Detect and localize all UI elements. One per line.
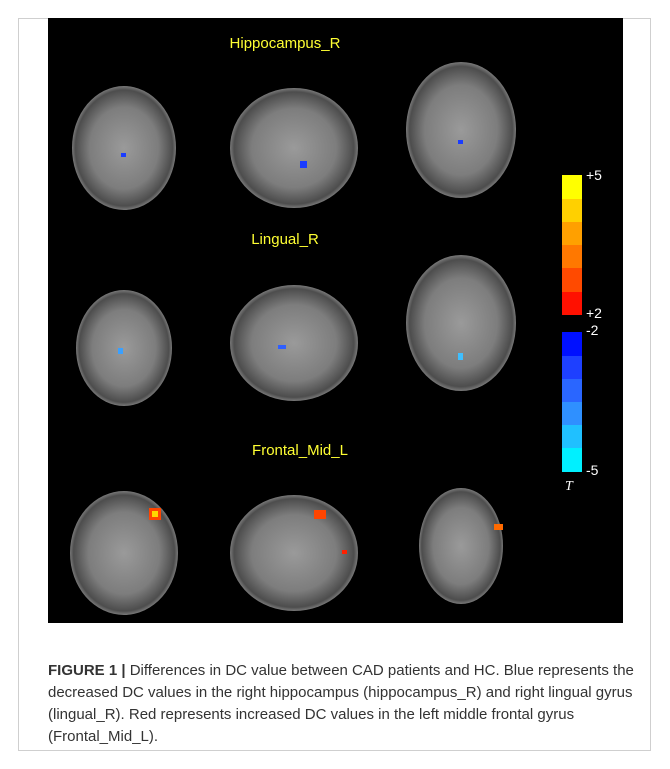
- axial-slice: [406, 62, 516, 198]
- colorbar-step: [562, 199, 582, 222]
- colorbar-step: [562, 222, 582, 245]
- blob: [300, 161, 307, 168]
- colorbar-step: [562, 448, 582, 472]
- blob: [458, 140, 463, 144]
- blob: [458, 353, 463, 360]
- caption: FIGURE 1 | Differences in DC value betwe…: [48, 660, 638, 748]
- colorbar-step: [562, 175, 582, 199]
- axial-slice: [406, 255, 516, 391]
- sagittal-slice: [230, 495, 358, 611]
- colorbar-step: [562, 332, 582, 356]
- blob: [494, 524, 503, 530]
- blob: [152, 511, 158, 517]
- blob: [278, 345, 286, 349]
- sagittal-slice: [230, 285, 358, 401]
- coronal-slice: [70, 491, 178, 615]
- colorbar-label: +2: [586, 305, 602, 321]
- colorbar-step: [562, 292, 582, 315]
- colorbar-step: [562, 268, 582, 292]
- colorbar-step: [562, 356, 582, 379]
- brain-images: [70, 62, 516, 615]
- caption-label: FIGURE 1 |: [48, 662, 126, 679]
- panel-label: Hippocampus_R: [230, 35, 341, 52]
- panel-label: Frontal_Mid_L: [252, 442, 348, 459]
- blob: [314, 510, 326, 519]
- blob: [121, 153, 126, 157]
- caption-text: Differences in DC value between CAD pati…: [48, 662, 634, 745]
- colorbar-label: +5: [586, 167, 602, 183]
- panel-label: Lingual_R: [251, 231, 319, 248]
- sagittal-slice: [230, 88, 358, 208]
- coronal-slice: [72, 86, 176, 210]
- colorbar-step: [562, 245, 582, 268]
- blob: [342, 550, 347, 554]
- figure-panel: Hippocampus_R Lingual_R Frontal_Mid_L +5…: [48, 18, 623, 623]
- colorbar-step: [562, 425, 582, 448]
- colorbar-label: -2: [586, 322, 599, 338]
- coronal-slice: [76, 290, 172, 406]
- axial-slice: [419, 488, 503, 604]
- colorbar-label: -5: [586, 462, 599, 478]
- colorbar-variable: T: [565, 479, 574, 494]
- blob: [118, 348, 123, 354]
- colorbar-step: [562, 402, 582, 425]
- colorbar-step: [562, 379, 582, 402]
